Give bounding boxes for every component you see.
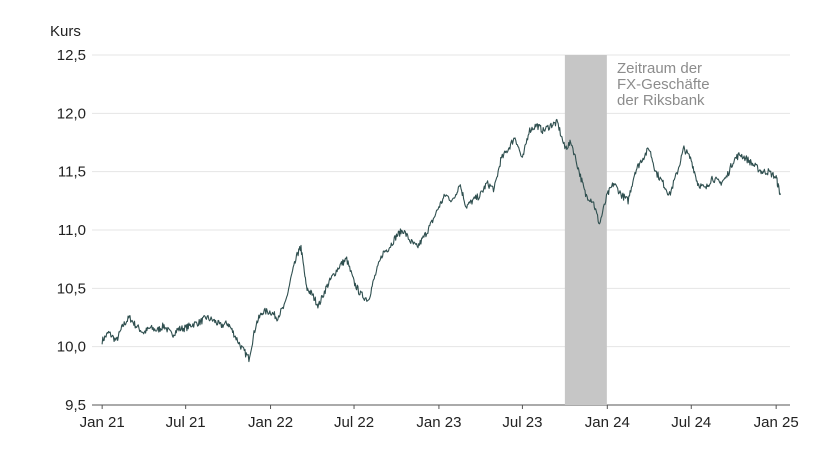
x-tick-label: Jul 21	[166, 414, 206, 431]
shaded-region	[564, 55, 607, 405]
y-tick-label: 11,5	[58, 164, 86, 181]
y-tick-label: 10,5	[57, 280, 86, 297]
y-axis-label: Kurs	[50, 23, 81, 40]
annotation-label: Zeitraum der	[617, 60, 702, 77]
grid	[92, 54, 790, 406]
y-tick-label: 12,0	[57, 105, 86, 122]
x-tick-label: Jul 23	[502, 414, 542, 431]
series-layer	[101, 118, 781, 363]
series-line	[101, 118, 781, 363]
x-tick-label: Jul 22	[334, 414, 374, 431]
annotation-label: FX-Geschäfte	[617, 76, 710, 93]
y-tick-label: 9,5	[65, 397, 86, 414]
axes: 12,5 12,0 11,5 11,0 10,5 10,0 9,5 Kurs Jan 21 Jul…	[50, 23, 799, 431]
y-tick-label: 11,0	[58, 222, 86, 239]
x-tick-label: Jul 24	[671, 414, 711, 431]
x-tick-label: Jan 21	[80, 414, 125, 431]
annotation-label: der Riksbank	[617, 92, 705, 109]
x-tick-label: Jan 25	[754, 414, 799, 431]
shaded-region-layer	[564, 55, 607, 405]
x-tick-label: Jan 22	[248, 414, 293, 431]
x-tick-label: Jan 24	[585, 414, 630, 431]
x-tick-label: Jan 23	[416, 414, 461, 431]
y-tick-label: 10,0	[57, 339, 86, 356]
y-tick-label: 12,5	[57, 47, 86, 64]
